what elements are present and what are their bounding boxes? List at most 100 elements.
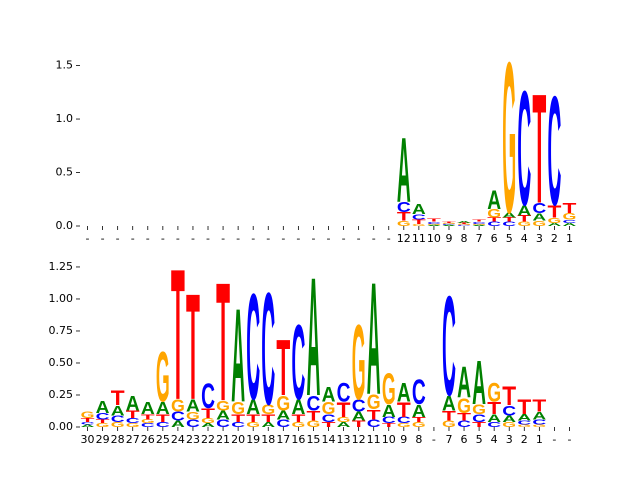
x-tick-label: 2 bbox=[551, 232, 558, 245]
logo-letter: A bbox=[457, 220, 471, 223]
logo-letter: A bbox=[156, 398, 170, 418]
logo-letter: G bbox=[307, 419, 321, 429]
x-tick-label: - bbox=[281, 232, 285, 245]
y-tick-label: 0.00 bbox=[49, 420, 74, 433]
logo-letter: A bbox=[111, 403, 125, 419]
x-tick-label: 15 bbox=[306, 433, 320, 446]
logo-letter: A bbox=[307, 243, 321, 432]
x-tick-label: 25 bbox=[156, 433, 170, 446]
logo-letter: A bbox=[472, 225, 486, 227]
logo-letter: T bbox=[487, 216, 501, 223]
logo-letter: G bbox=[397, 422, 411, 428]
x-tick-label: - bbox=[131, 232, 135, 245]
x-tick-label: 12 bbox=[397, 232, 411, 245]
y-tick-label: 0.5 bbox=[56, 166, 74, 179]
logo-letter: A bbox=[337, 421, 351, 429]
x-tick-label: - bbox=[146, 232, 150, 245]
logo-letter: A bbox=[171, 419, 185, 429]
logo-letter: T bbox=[517, 395, 531, 419]
x-tick-label: - bbox=[387, 232, 391, 245]
logo-letter: A bbox=[502, 414, 516, 424]
logo-letter: T bbox=[171, 229, 185, 438]
logo-letter: T bbox=[472, 421, 486, 429]
x-tick-label: - bbox=[372, 232, 376, 245]
logo-letter: T bbox=[111, 386, 125, 410]
x-tick-label: - bbox=[236, 232, 240, 245]
logo-letter: T bbox=[96, 418, 110, 424]
x-tick-label: 6 bbox=[491, 232, 498, 245]
logo-letter: A bbox=[231, 280, 245, 429]
logo-letter: T bbox=[367, 407, 381, 423]
logo-letter: A bbox=[382, 401, 396, 421]
logo-letter: A bbox=[517, 413, 531, 423]
logo-letter: C bbox=[472, 221, 486, 224]
logo-letter: T bbox=[427, 218, 441, 223]
x-tick-label: 17 bbox=[276, 433, 290, 446]
x-tick-label: 28 bbox=[111, 433, 125, 446]
logo-letter: C bbox=[397, 199, 411, 216]
logo-letter: A bbox=[532, 211, 546, 223]
x-tick-label: - bbox=[296, 232, 300, 245]
logo-letter: A bbox=[502, 211, 516, 219]
logo-letter: G bbox=[382, 364, 396, 413]
logo-letter: C bbox=[547, 63, 561, 238]
logo-letter: T bbox=[442, 408, 456, 424]
logo-letter: A bbox=[397, 119, 411, 222]
logo-letter: T bbox=[487, 398, 501, 418]
logo-letter: A bbox=[291, 395, 305, 419]
logo-letter: A bbox=[517, 202, 531, 219]
x-tick-label: 24 bbox=[171, 433, 185, 446]
logo-letter: G bbox=[246, 421, 260, 429]
x-tick-label: - bbox=[266, 232, 270, 245]
y-tick-label: 1.5 bbox=[56, 59, 74, 72]
logo-letter: A bbox=[427, 225, 441, 227]
logo-letter: G bbox=[563, 212, 577, 222]
logo-letter: G bbox=[397, 219, 411, 227]
logo-letter: C bbox=[382, 415, 396, 425]
logo-letter: A bbox=[547, 222, 561, 227]
logo-letter: T bbox=[397, 210, 411, 223]
logo-letter: G bbox=[367, 390, 381, 414]
x-tick-label: 11 bbox=[412, 232, 426, 245]
logo-letter: C bbox=[81, 421, 95, 425]
logo-letter: C bbox=[427, 221, 441, 224]
logo-letter: T bbox=[246, 412, 260, 424]
logo-letter: A bbox=[457, 358, 471, 407]
x-tick-label: 5 bbox=[506, 232, 513, 245]
logo-letter: T bbox=[412, 416, 426, 424]
x-tick-label: 1 bbox=[536, 433, 543, 446]
logo-letter: T bbox=[141, 413, 155, 421]
logo-letter: A bbox=[397, 377, 411, 407]
logo-letter: C bbox=[532, 200, 546, 217]
logo-letter: G bbox=[547, 216, 561, 224]
logo-letter: T bbox=[352, 419, 366, 429]
logo-letter: T bbox=[201, 405, 215, 421]
logo-letter: C bbox=[487, 221, 501, 228]
logo-letter: A bbox=[261, 421, 275, 429]
logo-letter: G bbox=[171, 396, 185, 416]
logo-letter: T bbox=[412, 219, 426, 226]
logo-letter: C bbox=[457, 419, 471, 429]
x-tick-label: 16 bbox=[291, 433, 305, 446]
logo-letter: T bbox=[322, 421, 336, 429]
logo-letter: A bbox=[442, 391, 456, 415]
logo-letter: G bbox=[442, 223, 456, 225]
logo-letter: A bbox=[532, 410, 546, 422]
x-tick-label: 26 bbox=[141, 433, 155, 446]
logo-letter: T bbox=[81, 417, 95, 423]
logo-letter: G bbox=[216, 398, 230, 414]
logo-letter: T bbox=[216, 248, 230, 437]
x-tick-label: 21 bbox=[216, 433, 230, 446]
x-tick-label: 30 bbox=[81, 433, 95, 446]
logo-letter: C bbox=[141, 422, 155, 428]
logo-letter: G bbox=[532, 424, 546, 428]
logo-letter: G bbox=[427, 224, 441, 226]
x-tick-label: 14 bbox=[322, 433, 336, 446]
logo-letter: G bbox=[111, 421, 125, 429]
x-tick-label: 19 bbox=[246, 433, 260, 446]
logo-letter: T bbox=[156, 412, 170, 424]
logo-letter: G bbox=[291, 421, 305, 429]
logo-letter: C bbox=[156, 421, 170, 429]
logo-letter: A bbox=[186, 396, 200, 416]
logo-letter: A bbox=[487, 412, 501, 424]
